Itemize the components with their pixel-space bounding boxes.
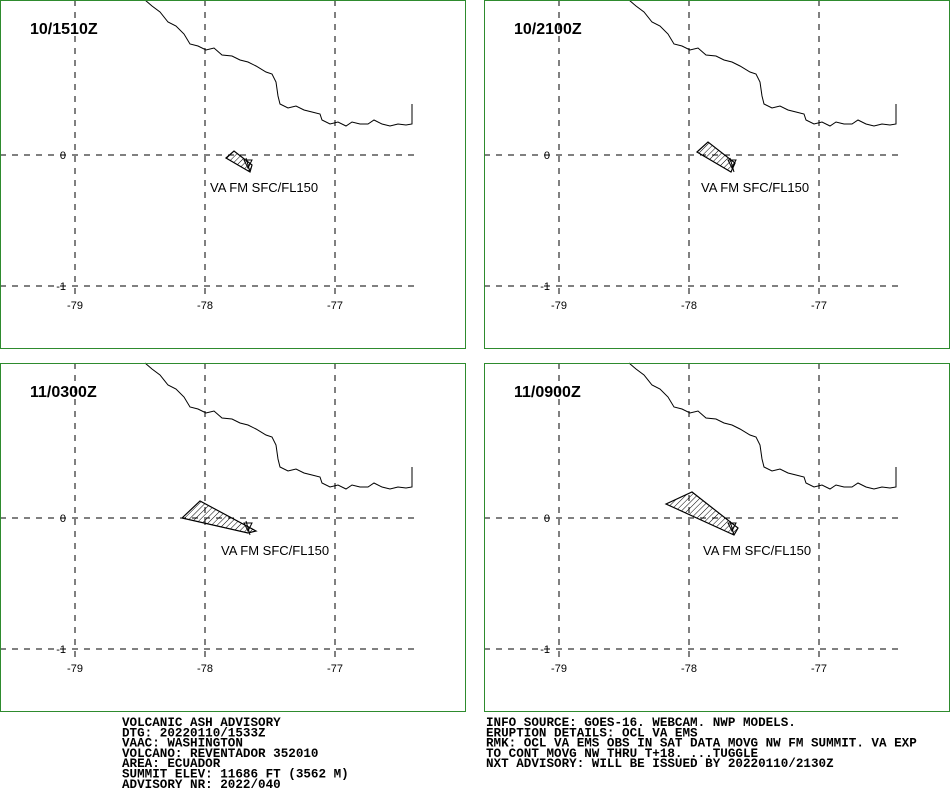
coastline xyxy=(628,362,897,490)
map-panel: 11/0300Z VA FM SFC/FL150 -79 -78 -77 0 -1 xyxy=(0,362,466,712)
ash-area xyxy=(664,491,739,536)
longitude-label: -77 xyxy=(327,300,343,312)
footer-line: SUMMIT ELEV: 11686 FT (3562 M) xyxy=(122,768,349,782)
footer-line: NXT ADVISORY: WILL BE ISSUED BY 20220110… xyxy=(486,757,834,771)
ash-label: VA FM SFC/FL150 xyxy=(703,543,811,558)
time-label: 10/2100Z xyxy=(514,21,582,38)
longitude-label: -77 xyxy=(811,300,827,312)
footer-line: INFO SOURCE: GOES-16. WEBCAM. NWP MODELS… xyxy=(486,716,796,730)
coastline xyxy=(144,362,413,490)
time-label: 11/0300Z xyxy=(30,384,97,401)
ash-area xyxy=(180,500,258,534)
longitude-label: -78 xyxy=(681,300,697,312)
longitude-label: -78 xyxy=(197,300,213,312)
time-label: 11/0900Z xyxy=(514,384,581,401)
ash-label: VA FM SFC/FL150 xyxy=(221,543,329,558)
latitude-label: -1 xyxy=(56,281,66,293)
longitude-label: -79 xyxy=(551,663,567,675)
footer-line: VOLCANO: REVENTADOR 352010 xyxy=(122,747,319,761)
ash-label: VA FM SFC/FL150 xyxy=(210,180,318,195)
footer-line: VOLCANIC ASH ADVISORY xyxy=(122,716,281,730)
volcano-symbol xyxy=(727,157,737,173)
footer-line: TO CONT MOVG NW THRU T+18. ...TUGGLE xyxy=(486,747,759,761)
latitude-label: -1 xyxy=(540,281,550,293)
longitude-label: -79 xyxy=(551,300,567,312)
volcano-symbol xyxy=(243,520,253,536)
latitude-label: 0 xyxy=(60,150,66,162)
footer-line: AREA: ECUADOR xyxy=(122,757,221,771)
map-panel: 11/0900Z VA FM SFC/FL150 -79 -78 -77 0 -1 xyxy=(484,362,950,712)
ash-area xyxy=(224,150,253,173)
latitude-label: -1 xyxy=(56,644,66,656)
panel-frame xyxy=(0,363,466,712)
footer-line: ADVISORY NR: 2022/040 xyxy=(122,778,281,792)
longitude-label: -79 xyxy=(67,300,83,312)
coastline xyxy=(628,0,897,127)
map-panel: 10/1510Z VA FM SFC/FL150 -79 -78 -77 0 -1 xyxy=(0,0,466,349)
longitude-label: -77 xyxy=(811,663,827,675)
volcano-symbol xyxy=(243,157,253,173)
longitude-label: -78 xyxy=(197,663,213,675)
latitude-label: -1 xyxy=(540,644,550,656)
latitude-label: 0 xyxy=(544,513,550,525)
longitude-label: -79 xyxy=(67,663,83,675)
footer-line: ERUPTION DETAILS: OCL VA EMS xyxy=(486,726,698,740)
footer-line: DTG: 20220110/1533Z xyxy=(122,726,266,740)
time-label: 10/1510Z xyxy=(30,21,98,38)
ash-label: VA FM SFC/FL150 xyxy=(701,180,809,195)
latitude-label: 0 xyxy=(544,150,550,162)
panel-frame xyxy=(0,0,466,349)
longitude-label: -78 xyxy=(681,663,697,675)
volcano-symbol xyxy=(727,520,737,536)
footer-line: RMK: OCL VA EMS OBS IN SAT DATA MOVG NW … xyxy=(486,737,917,751)
longitude-label: -77 xyxy=(327,663,343,675)
footer-line: VAAC: WASHINGTON xyxy=(122,737,243,751)
coastline xyxy=(144,0,413,127)
latitude-label: 0 xyxy=(60,513,66,525)
